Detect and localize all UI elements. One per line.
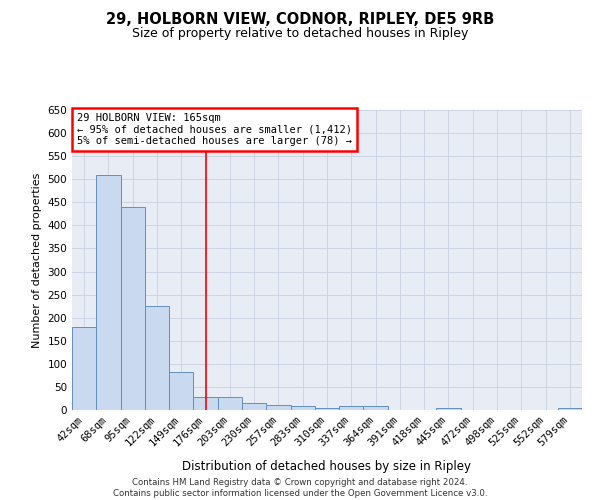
Bar	[96, 174, 121, 410]
Bar	[436, 408, 461, 410]
Text: 29, HOLBORN VIEW, CODNOR, RIPLEY, DE5 9RB: 29, HOLBORN VIEW, CODNOR, RIPLEY, DE5 9R…	[106, 12, 494, 28]
X-axis label: Distribution of detached houses by size in Ripley: Distribution of detached houses by size …	[182, 460, 472, 472]
Bar	[315, 408, 339, 410]
Bar	[290, 406, 315, 410]
Text: 29 HOLBORN VIEW: 165sqm
← 95% of detached houses are smaller (1,412)
5% of semi-: 29 HOLBORN VIEW: 165sqm ← 95% of detache…	[77, 113, 352, 146]
Text: Size of property relative to detached houses in Ripley: Size of property relative to detached ho…	[132, 28, 468, 40]
Bar	[558, 408, 582, 410]
Text: Contains HM Land Registry data © Crown copyright and database right 2024.
Contai: Contains HM Land Registry data © Crown c…	[113, 478, 487, 498]
Bar	[169, 372, 193, 410]
Bar	[72, 327, 96, 410]
Bar	[193, 397, 218, 410]
Bar	[121, 207, 145, 410]
Y-axis label: Number of detached properties: Number of detached properties	[32, 172, 42, 348]
Bar	[145, 306, 169, 410]
Bar	[218, 397, 242, 410]
Bar	[339, 406, 364, 410]
Bar	[364, 406, 388, 410]
Bar	[266, 406, 290, 410]
Bar	[242, 403, 266, 410]
